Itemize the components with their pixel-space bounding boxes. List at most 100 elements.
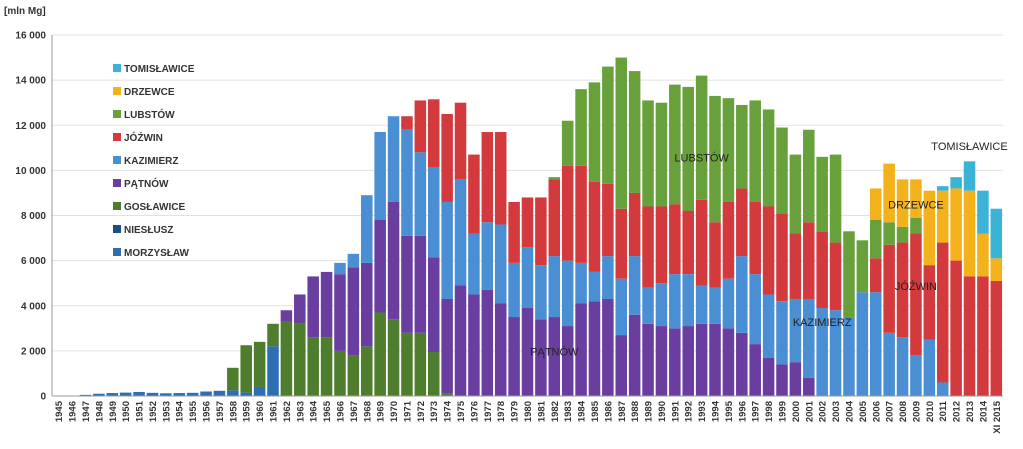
y-tick-label: 16 000: [15, 31, 46, 42]
bar-segment-morzysław: [133, 391, 145, 396]
y-tick-label: 2 000: [21, 346, 46, 357]
x-tick-label: 1953: [161, 401, 172, 422]
bar-segment-pątnów: [642, 323, 654, 396]
bar-segment-kazimierz: [789, 298, 802, 363]
bar-segment-kazimierz: [655, 283, 668, 327]
bar-segment-pątnów: [695, 323, 708, 396]
bar-segment-jóźwin: [628, 192, 641, 257]
annotations-layer: LUBSTÓW TOMISŁAWICE DRZEWCE JÓŹWIN KAZIMIERZ…: [530, 141, 1008, 358]
legend-label: NIESŁUSZ: [124, 225, 173, 236]
bar-segment-pątnów: [280, 310, 293, 322]
bar-segment-lubstów: [869, 220, 882, 259]
bar-segment-jóźwin: [508, 201, 520, 263]
bar-segment-jóźwin: [923, 265, 936, 340]
bar-segment-kazimierz: [347, 253, 360, 268]
legend-swatch: [113, 202, 121, 210]
bar-segment-kazimierz: [454, 179, 467, 286]
x-tick-label: 1963: [295, 401, 306, 422]
bar-segment-gosławice: [374, 312, 386, 396]
bar-segment-gosławice: [280, 321, 293, 396]
bar-segment-pątnów: [803, 377, 815, 396]
bar-segment-kazimierz: [856, 292, 869, 396]
bar-segment-jóźwin: [803, 222, 815, 299]
bar-segment-jóźwin: [588, 181, 601, 272]
bar-segment-kazimierz: [896, 337, 909, 396]
x-tick-label: 1946: [68, 401, 79, 422]
bar-segment-lubstów: [642, 100, 654, 207]
legend-label: DRZEWCE: [124, 87, 175, 98]
axes-layer: 0 2 000 4 000 6 000 8 000 10 000 12 000 14 000 1…: [15, 31, 1003, 434]
bar-segment-jóźwin: [749, 201, 761, 275]
bar-segment-gosławice: [294, 323, 306, 396]
bar-segment-drzewce: [910, 179, 922, 218]
x-tick-label: 1961: [269, 400, 280, 422]
bar-segment-gosławice: [427, 352, 440, 396]
bar-segment-lubstów: [749, 100, 761, 202]
bar-segment-jóźwin: [869, 258, 882, 293]
bar-segment-gosławice: [320, 337, 333, 396]
bar-segment-morzysław: [200, 391, 212, 396]
bar-segment-gosławice: [307, 337, 319, 396]
x-tick-label: 1985: [590, 400, 601, 422]
bar-segment-gosławice: [347, 355, 360, 396]
bar-segment-jóźwin: [468, 154, 480, 234]
bar-segment-jóźwin: [829, 242, 842, 311]
legend-label: LUBSTÓW: [124, 108, 175, 121]
legend-swatch: [113, 133, 121, 141]
bar-segment-morzysław: [253, 386, 266, 396]
bar-segment-pątnów: [441, 298, 453, 394]
bar-segment-lubstów: [709, 95, 721, 223]
bar-segment-pątnów: [628, 314, 641, 396]
bar-segment-kazimierz: [762, 294, 775, 358]
bar-segment-morzysław: [146, 392, 159, 396]
bar-segment-pątnów: [387, 201, 400, 320]
bar-segment-tomisławice: [950, 177, 962, 189]
bar-segment-kazimierz: [736, 256, 748, 333]
x-tick-label: 1954: [175, 400, 186, 422]
bar-segment-kazimierz: [481, 222, 494, 290]
bar-segment-kazimierz: [869, 292, 882, 396]
bar-segment-jóźwin: [427, 99, 440, 167]
bar-segment-kazimierz: [883, 332, 895, 396]
bar-segment-jóźwin: [896, 242, 909, 338]
bar-segment-pątnów: [615, 335, 628, 396]
x-tick-label: 1996: [737, 401, 748, 422]
bar-segment-lubstów: [856, 240, 869, 293]
bar-segment-jóźwin: [963, 276, 976, 396]
bar-segment-kazimierz: [829, 310, 842, 396]
x-tick-label: 1959: [242, 401, 253, 422]
bar-segment-pątnów: [789, 362, 802, 396]
bar-segment-pątnów: [414, 235, 427, 333]
bar-segment-kazimierz: [387, 116, 400, 202]
bar-segment-kazimierz: [816, 308, 828, 396]
bar-segment-pątnów: [494, 303, 507, 396]
bar-segment-jóźwin: [615, 208, 628, 279]
annotation-label: DRZEWCE: [888, 200, 944, 212]
bar-segment-tomisławice: [977, 190, 989, 234]
bar-segment-tomisławice: [990, 208, 1003, 259]
x-tick-label: 1978: [496, 401, 507, 422]
bar-segment-pątnów: [548, 317, 561, 396]
bar-segment-jóźwin: [883, 244, 895, 333]
bar-segment-lubstów: [695, 75, 708, 200]
x-tick-label: 1998: [764, 401, 775, 422]
bar-segment-morzysław: [267, 346, 279, 396]
bar-segment-jóźwin: [762, 206, 775, 295]
bar-segment-gosławice: [267, 323, 279, 347]
x-tick-label: 1958: [228, 401, 239, 422]
bars-layer: [79, 57, 1003, 396]
bar-segment-kazimierz: [936, 382, 949, 396]
bar-segment-lubstów: [548, 177, 561, 180]
x-tick-label: 1992: [684, 401, 695, 422]
bar-segment-kazimierz: [803, 298, 815, 378]
bar-segment-lubstów: [655, 102, 668, 207]
x-tick-label: 1989: [644, 401, 655, 422]
x-tick-label: 1964: [309, 400, 320, 422]
annotation-label: TOMISŁAWICE: [931, 141, 1007, 153]
bar-segment-jóźwin: [561, 165, 574, 261]
bar-segment-jóźwin: [602, 183, 614, 257]
bar-segment-gosławice: [240, 345, 252, 393]
bar-segment-kazimierz: [910, 355, 922, 396]
x-tick-label: 1994: [711, 400, 722, 422]
